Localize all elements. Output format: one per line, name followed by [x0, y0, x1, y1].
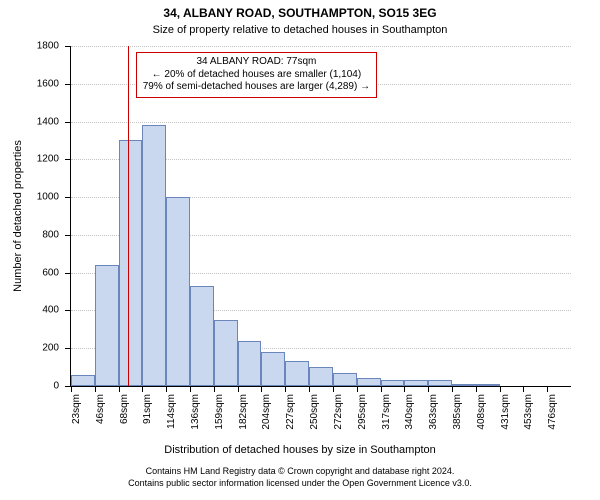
x-tick-mark: [261, 386, 262, 392]
x-tick-mark: [166, 386, 167, 392]
y-tick-label: 1200: [37, 154, 71, 165]
x-tick-label: 227sqm: [285, 394, 296, 430]
chart-container: 34, ALBANY ROAD, SOUTHAMPTON, SO15 3EG S…: [0, 0, 600, 500]
x-tick-label: 159sqm: [214, 394, 225, 430]
x-tick-label: 431sqm: [500, 394, 511, 430]
y-tick-label: 1000: [37, 192, 71, 203]
x-tick-label: 272sqm: [333, 394, 344, 430]
histogram-bar: [119, 140, 143, 386]
x-tick-label: 317sqm: [381, 394, 392, 430]
annotation-line: 34 ALBANY ROAD: 77sqm: [143, 56, 370, 69]
x-tick-label: 204sqm: [261, 394, 272, 430]
x-tick-label: 114sqm: [166, 394, 177, 429]
x-tick-mark: [142, 386, 143, 392]
x-tick-label: 182sqm: [238, 394, 249, 430]
histogram-bar: [476, 384, 500, 386]
x-tick-label: 408sqm: [476, 394, 487, 430]
y-tick-label: 200: [42, 343, 71, 354]
x-tick-label: 136sqm: [190, 394, 201, 430]
gridline: [71, 122, 571, 123]
histogram-bar: [238, 341, 262, 386]
x-tick-mark: [285, 386, 286, 392]
x-tick-mark: [309, 386, 310, 392]
x-tick-mark: [71, 386, 72, 392]
y-tick-label: 800: [42, 229, 71, 240]
chart-subtitle: Size of property relative to detached ho…: [0, 24, 600, 36]
x-tick-mark: [523, 386, 524, 392]
x-tick-mark: [238, 386, 239, 392]
histogram-bar: [142, 125, 166, 386]
x-tick-label: 476sqm: [547, 394, 558, 430]
histogram-bar: [166, 197, 190, 386]
x-tick-mark: [381, 386, 382, 392]
histogram-bar: [357, 378, 381, 387]
histogram-bar: [309, 367, 333, 386]
histogram-bar: [190, 286, 214, 386]
x-tick-mark: [500, 386, 501, 392]
x-tick-label: 250sqm: [309, 394, 320, 430]
y-tick-label: 1400: [37, 116, 71, 127]
y-tick-label: 400: [42, 305, 71, 316]
y-tick-label: 0: [53, 381, 71, 392]
x-tick-mark: [452, 386, 453, 392]
histogram-bar: [95, 265, 119, 386]
x-tick-label: 340sqm: [404, 394, 415, 430]
histogram-bar: [333, 373, 357, 386]
x-tick-label: 363sqm: [428, 394, 439, 430]
x-tick-mark: [119, 386, 120, 392]
histogram-bar: [214, 320, 238, 386]
chart-title: 34, ALBANY ROAD, SOUTHAMPTON, SO15 3EG: [0, 6, 600, 20]
x-tick-label: 385sqm: [452, 394, 463, 430]
x-tick-mark: [428, 386, 429, 392]
histogram-bar: [261, 352, 285, 386]
x-tick-label: 23sqm: [71, 394, 82, 424]
histogram-bar: [428, 380, 452, 386]
histogram-bar: [381, 380, 405, 386]
footer-line-2: Contains public sector information licen…: [0, 478, 600, 488]
x-tick-mark: [547, 386, 548, 392]
x-axis-label: Distribution of detached houses by size …: [0, 444, 600, 456]
x-tick-label: 295sqm: [357, 394, 368, 430]
histogram-bar: [285, 361, 309, 386]
x-tick-mark: [357, 386, 358, 392]
x-tick-mark: [404, 386, 405, 392]
x-tick-label: 91sqm: [142, 394, 153, 424]
histogram-bar: [404, 380, 428, 386]
x-tick-label: 46sqm: [95, 394, 106, 424]
histogram-bar: [71, 375, 95, 386]
x-tick-mark: [476, 386, 477, 392]
x-tick-label: 453sqm: [523, 394, 534, 430]
y-tick-label: 1600: [37, 78, 71, 89]
y-tick-label: 600: [42, 267, 71, 278]
y-tick-label: 1800: [37, 41, 71, 52]
x-tick-label: 68sqm: [119, 394, 130, 424]
property-marker-line: [128, 46, 129, 386]
plot-area: 02004006008001000120014001600180023sqm46…: [70, 46, 571, 387]
footer-line-1: Contains HM Land Registry data © Crown c…: [0, 466, 600, 476]
histogram-bar: [452, 384, 476, 386]
gridline: [71, 46, 571, 47]
y-axis-label: Number of detached properties: [12, 140, 24, 292]
x-tick-mark: [190, 386, 191, 392]
annotation-line: 79% of semi-detached houses are larger (…: [143, 81, 370, 94]
x-tick-mark: [214, 386, 215, 392]
x-tick-mark: [95, 386, 96, 392]
annotation-line: ← 20% of detached houses are smaller (1,…: [143, 69, 370, 82]
annotation-box: 34 ALBANY ROAD: 77sqm← 20% of detached h…: [136, 52, 377, 98]
x-tick-mark: [333, 386, 334, 392]
